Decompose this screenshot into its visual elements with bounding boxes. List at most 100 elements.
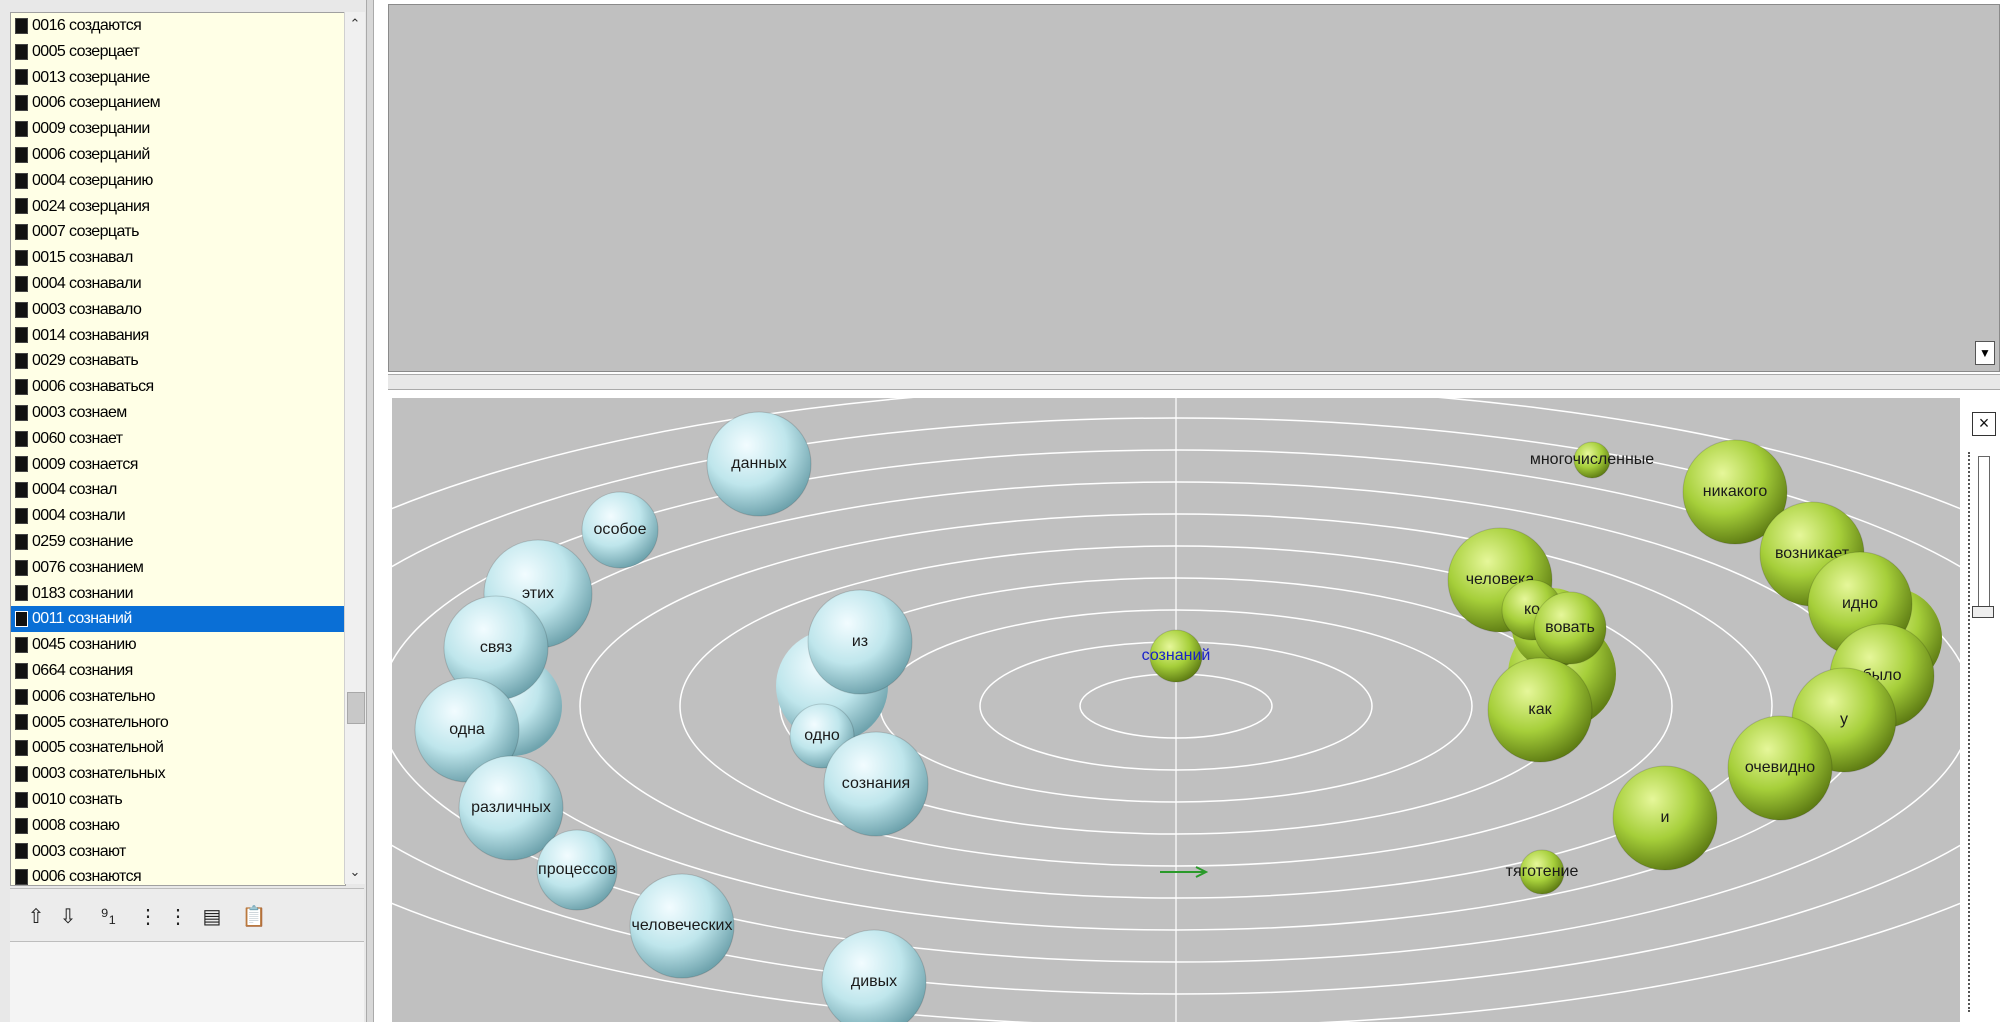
list-item[interactable]: 0009 созерцании: [11, 116, 345, 142]
list-item[interactable]: 0004 сознали: [11, 503, 345, 529]
list-item[interactable]: 0024 созерцания: [11, 194, 345, 220]
checkbox-icon[interactable]: [15, 198, 28, 215]
horizontal-splitter[interactable]: [388, 374, 2000, 390]
list-item[interactable]: 0015 сознавал: [11, 245, 345, 271]
checkbox-icon[interactable]: [15, 69, 28, 86]
word-bubble[interactable]: дивых: [821, 929, 927, 1022]
word-bubble[interactable]: очевидно: [1727, 715, 1833, 821]
list-item[interactable]: 0029 сознавать: [11, 348, 345, 374]
move-down-button[interactable]: ⇩: [52, 899, 84, 933]
sort-numeric-button[interactable]: ⁹₁: [92, 899, 124, 933]
word-bubble[interactable]: вовать: [1533, 591, 1607, 665]
checkbox-icon[interactable]: [15, 482, 28, 499]
list-item[interactable]: 0005 сознательной: [11, 735, 345, 761]
list-item[interactable]: 0006 созерцаний: [11, 142, 345, 168]
checkbox-icon[interactable]: [15, 146, 28, 163]
export-button[interactable]: ▤: [196, 899, 228, 933]
checkbox-icon[interactable]: [15, 637, 28, 654]
list-item[interactable]: 0006 сознательно: [11, 684, 345, 710]
checkbox-icon[interactable]: [15, 508, 28, 525]
word-bubble[interactable]: тяготение: [1506, 849, 1579, 895]
word-bubble[interactable]: сознаний: [1142, 629, 1211, 683]
list-item[interactable]: 0008 сознаю: [11, 813, 345, 839]
word-bubble[interactable]: многочисленные: [1530, 441, 1654, 479]
checkbox-icon[interactable]: [15, 817, 28, 834]
list-item[interactable]: 0664 сознания: [11, 658, 345, 684]
checkbox-icon[interactable]: [15, 791, 28, 808]
checkbox-icon[interactable]: [15, 275, 28, 292]
tree-button-1[interactable]: ⋮: [132, 899, 164, 933]
list-item[interactable]: 0014 сознавания: [11, 323, 345, 349]
list-item[interactable]: 0003 сознают: [11, 839, 345, 865]
checkbox-icon[interactable]: [15, 224, 28, 241]
text-view-panel[interactable]: ▼: [388, 4, 2000, 372]
list-item[interactable]: 0004 созерцанию: [11, 168, 345, 194]
scroll-down-icon[interactable]: ⌄: [349, 864, 361, 879]
association-graph[interactable]: данных особое этих связ одна различных процесс…: [392, 398, 1960, 1022]
checkbox-icon[interactable]: [15, 43, 28, 60]
checkbox-icon[interactable]: [15, 688, 28, 705]
checkbox-icon[interactable]: [15, 121, 28, 138]
checkbox-icon[interactable]: [15, 869, 28, 885]
checkbox-icon[interactable]: [15, 456, 28, 473]
checkbox-icon[interactable]: [15, 404, 28, 421]
checkbox-icon[interactable]: [15, 327, 28, 344]
list-item[interactable]: 0005 созерцает: [11, 39, 345, 65]
checkbox-icon[interactable]: [15, 95, 28, 112]
word-bubble[interactable]: человеческих: [629, 873, 735, 979]
list-item[interactable]: 0003 сознаем: [11, 400, 345, 426]
list-item[interactable]: 0007 созерцать: [11, 219, 345, 245]
panel-splitter[interactable]: [366, 0, 374, 1022]
list-item[interactable]: 0003 сознательных: [11, 761, 345, 787]
list-scrollbar[interactable]: ⌃ ⌄: [344, 12, 365, 884]
list-item[interactable]: 0011 сознаний: [11, 606, 345, 633]
list-item[interactable]: 0016 создаются: [11, 13, 345, 39]
word-list[interactable]: 0016 создаются 0005 созерцает 0013 созерца…: [10, 12, 346, 886]
list-item[interactable]: 0009 сознается: [11, 452, 345, 478]
word-bubble[interactable]: из: [807, 589, 913, 695]
checkbox-icon[interactable]: [15, 379, 28, 396]
checkbox-icon[interactable]: [15, 533, 28, 550]
word-bubble[interactable]: особое: [581, 491, 659, 569]
checkbox-icon[interactable]: [15, 430, 28, 447]
list-item[interactable]: 0004 сознал: [11, 477, 345, 503]
zoom-slider-track[interactable]: [1968, 452, 1994, 1012]
list-item[interactable]: 0060 сознает: [11, 426, 345, 452]
checkbox-icon[interactable]: [15, 662, 28, 679]
checkbox-icon[interactable]: [15, 740, 28, 757]
checkbox-icon[interactable]: [15, 766, 28, 782]
word-bubble[interactable]: данных: [706, 411, 812, 517]
checkbox-icon[interactable]: [15, 585, 28, 602]
zoom-slider[interactable]: [1978, 456, 1990, 608]
tree-button-2[interactable]: ⋮: [162, 899, 194, 933]
list-item[interactable]: 0183 сознании: [11, 581, 345, 607]
list-item[interactable]: 0003 сознавало: [11, 297, 345, 323]
checkbox-icon[interactable]: [15, 172, 28, 189]
list-item[interactable]: 0010 сознать: [11, 787, 345, 813]
list-item[interactable]: 0006 созерцанием: [11, 90, 345, 116]
list-item[interactable]: 0045 сознанию: [11, 632, 345, 658]
list-item[interactable]: 0006 сознаются: [11, 864, 345, 885]
list-scroll-thumb[interactable]: [347, 692, 365, 724]
word-bubble[interactable]: как: [1487, 657, 1593, 763]
checkbox-icon[interactable]: [15, 301, 28, 318]
checkbox-icon[interactable]: [15, 17, 28, 34]
list-item[interactable]: 0005 сознательного: [11, 710, 345, 736]
word-bubble[interactable]: различных: [458, 755, 564, 861]
checkbox-icon[interactable]: [15, 250, 28, 267]
close-icon[interactable]: ×: [1972, 412, 1996, 436]
zoom-slider-thumb[interactable]: [1972, 606, 1994, 618]
checkbox-icon[interactable]: [15, 611, 28, 628]
move-up-button[interactable]: ⇧: [20, 899, 52, 933]
checkbox-icon[interactable]: [15, 559, 28, 576]
checkbox-icon[interactable]: [15, 714, 28, 731]
checkbox-icon[interactable]: [15, 353, 28, 370]
list-item[interactable]: 0004 сознавали: [11, 271, 345, 297]
scroll-up-icon[interactable]: ⌃: [349, 16, 361, 31]
word-bubble[interactable]: связ: [443, 595, 549, 701]
word-bubble[interactable]: сознания: [823, 731, 929, 837]
list-item[interactable]: 0076 сознанием: [11, 555, 345, 581]
word-bubble[interactable]: и: [1612, 765, 1718, 871]
checkbox-icon[interactable]: [15, 843, 28, 860]
list-item[interactable]: 0006 сознаваться: [11, 374, 345, 400]
